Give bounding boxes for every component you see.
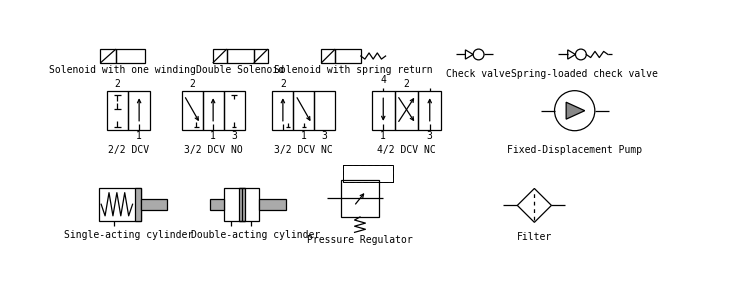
Bar <box>314 92 335 130</box>
Polygon shape <box>566 102 585 119</box>
Text: 3/2 DCV NC: 3/2 DCV NC <box>274 145 333 155</box>
Bar <box>341 180 379 217</box>
Text: Pressure Regulator: Pressure Regulator <box>307 235 413 245</box>
Bar <box>227 49 254 63</box>
Bar <box>225 188 259 221</box>
Bar <box>254 49 268 63</box>
Text: Fixed-Displacement Pump: Fixed-Displacement Pump <box>507 145 642 155</box>
Text: 1: 1 <box>210 131 216 142</box>
Bar <box>141 199 167 209</box>
Text: Double Solenoid: Double Solenoid <box>196 65 285 75</box>
Bar <box>322 49 335 63</box>
Text: 4: 4 <box>380 75 386 85</box>
Bar <box>182 92 203 130</box>
Text: 4/2 DCV NC: 4/2 DCV NC <box>377 145 436 155</box>
Text: 2: 2 <box>115 79 120 89</box>
Text: 2: 2 <box>189 79 195 89</box>
Text: 2: 2 <box>280 79 286 89</box>
Bar <box>210 199 225 209</box>
Text: 2/2 DCV: 2/2 DCV <box>107 145 149 155</box>
Bar <box>335 49 361 63</box>
Bar <box>343 165 393 182</box>
Text: Double-acting cylinder: Double-acting cylinder <box>190 230 320 240</box>
Bar <box>128 92 150 130</box>
Bar <box>343 165 393 182</box>
Text: Filter: Filter <box>516 232 552 242</box>
Bar <box>259 199 286 209</box>
Text: Check valve: Check valve <box>446 69 511 79</box>
Bar <box>372 92 395 130</box>
Text: Single-acting cylinder: Single-acting cylinder <box>64 230 193 240</box>
Bar <box>395 92 418 130</box>
Bar <box>135 188 141 221</box>
Text: 1: 1 <box>380 131 386 142</box>
Text: 3/2 DCV NO: 3/2 DCV NO <box>184 145 242 155</box>
Bar <box>203 92 224 130</box>
Text: 1: 1 <box>136 131 142 142</box>
Bar <box>293 92 314 130</box>
Text: 2: 2 <box>404 79 410 89</box>
Bar <box>99 188 141 221</box>
Text: 3: 3 <box>231 131 237 142</box>
Text: 1: 1 <box>301 131 307 142</box>
Bar <box>213 49 227 63</box>
Text: Solenoid with spring return: Solenoid with spring return <box>274 65 433 75</box>
Text: 3: 3 <box>427 131 433 142</box>
Bar <box>100 49 116 63</box>
Bar <box>239 188 245 221</box>
Text: Solenoid with one winding: Solenoid with one winding <box>50 65 196 75</box>
Bar <box>273 92 293 130</box>
Text: Spring-loaded check valve: Spring-loaded check valve <box>511 69 658 79</box>
Bar <box>418 92 442 130</box>
Bar <box>116 49 145 63</box>
Bar <box>224 92 245 130</box>
Text: 3: 3 <box>322 131 328 142</box>
Bar <box>107 92 128 130</box>
